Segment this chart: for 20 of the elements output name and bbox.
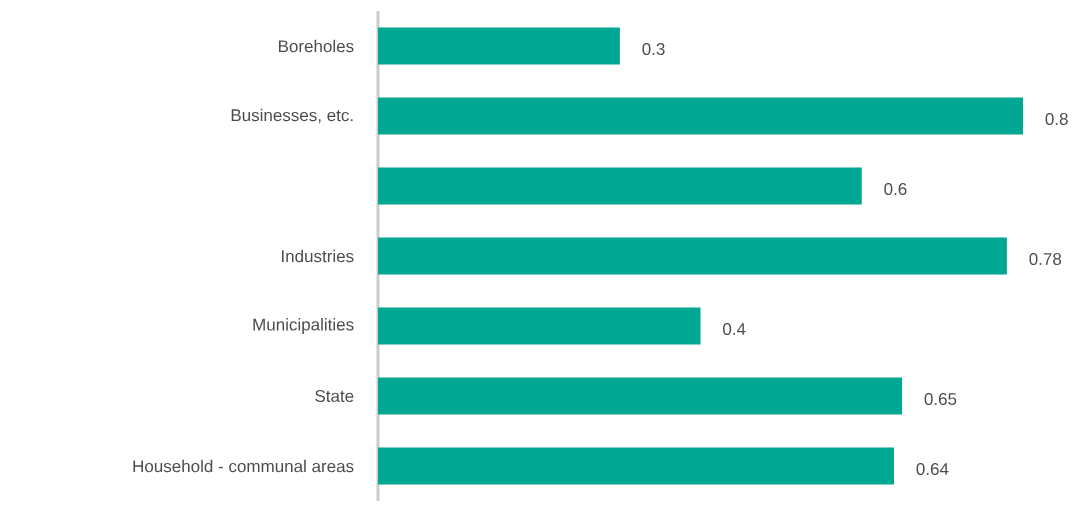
bar: [378, 377, 903, 415]
data-label: 0.4: [723, 322, 746, 336]
bar: [378, 307, 701, 345]
data-label: 0.65: [924, 392, 957, 406]
y-tick-label: State: [315, 389, 354, 403]
bar: [378, 447, 894, 485]
y-tick-label: Industries: [281, 249, 354, 263]
y-tick-label: Municipalities: [253, 318, 354, 334]
bar: [378, 97, 1023, 135]
data-label: 0.3: [642, 42, 665, 56]
y-tick-label: Household - communal areas: [133, 459, 354, 473]
bar: [378, 167, 862, 205]
y-tick-label: Boreholes: [278, 39, 354, 53]
data-label: 0.64: [916, 462, 949, 476]
data-label: 0.8: [1045, 112, 1068, 126]
bar: [378, 237, 1007, 275]
y-tick-label: Businesses, etc.: [231, 108, 353, 124]
bar: [378, 27, 620, 65]
data-label: 0.6: [884, 182, 907, 196]
data-label: 0.78: [1029, 252, 1062, 266]
